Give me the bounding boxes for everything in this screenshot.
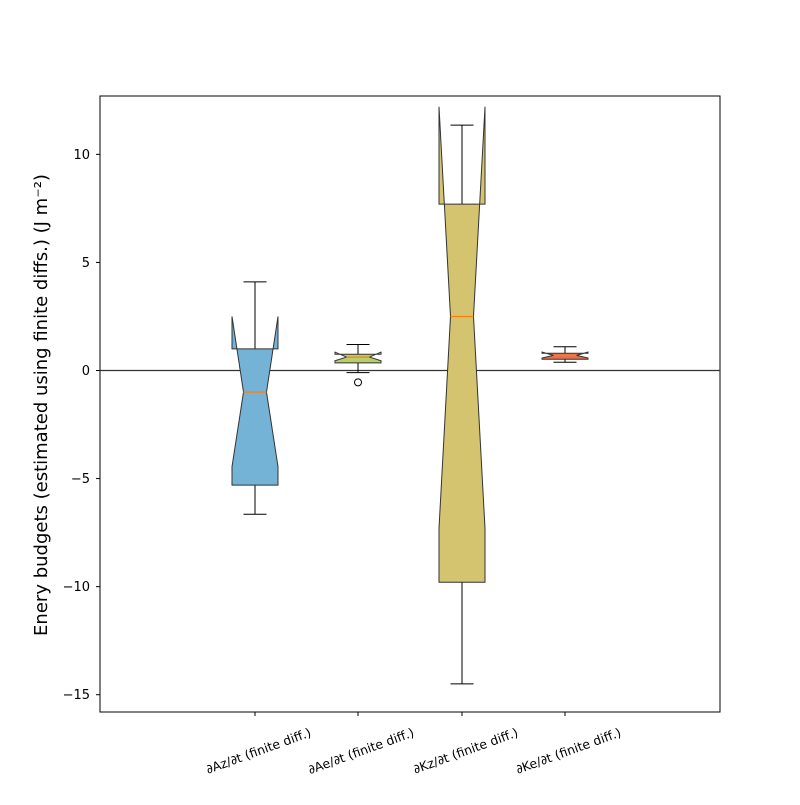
x-tick-label: ∂Ae/∂t (finite diff.): [306, 725, 416, 777]
y-tick-label: −5: [71, 472, 90, 487]
x-tick-label: ∂Az/∂t (finite diff.): [204, 725, 313, 777]
y-axis-label: Enery budgets (estimated using finite di…: [31, 174, 52, 636]
y-tick-label: −15: [63, 688, 90, 703]
plot-frame: [99, 95, 721, 713]
x-tick-label: ∂Ke/∂t (finite diff.): [514, 725, 623, 777]
y-tick-label: 5: [82, 256, 90, 271]
y-tick-label: 10: [73, 148, 90, 163]
y-tick-label: −10: [63, 580, 90, 595]
box-1: [231, 316, 279, 486]
x-tick-label: ∂Kz/∂t (finite diff.): [411, 725, 520, 777]
outlier-point: [354, 378, 362, 387]
y-tick-label: 0: [82, 364, 90, 379]
box-3: [438, 106, 486, 583]
